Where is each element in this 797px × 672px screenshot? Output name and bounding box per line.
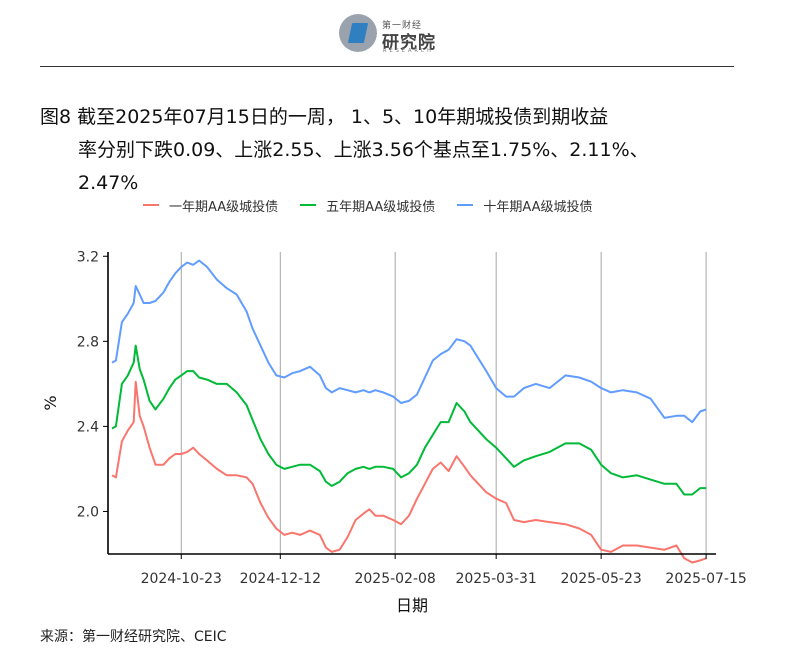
legend-item-10y: 十年期AA级城投债 xyxy=(457,196,592,215)
x-tick-label-3: 2025-03-31 xyxy=(455,571,536,587)
series-line-2 xyxy=(111,259,707,424)
y-tick-label-3: 3.2 xyxy=(77,249,99,265)
legend-swatch-10y xyxy=(457,204,474,206)
x-tick-label-4: 2025-05-23 xyxy=(560,571,641,587)
logo-emblem-icon xyxy=(339,14,377,52)
x-tick-label-5: 2025-07-15 xyxy=(665,571,746,587)
legend-swatch-1y xyxy=(143,204,159,206)
x-axis-title: 日期 xyxy=(396,596,428,615)
x-tick-label-2: 2025-02-08 xyxy=(354,571,435,587)
y-tick-label-1: 2.4 xyxy=(77,419,99,435)
x-tick-label-1: 2024-12-12 xyxy=(240,571,321,587)
x-tick-label-0: 2024-10-23 xyxy=(141,571,222,587)
chart-legend: 一年期AA级城投债 五年期AA级城投债 十年期AA级城投债 xyxy=(143,195,614,215)
legend-swatch-5y xyxy=(300,204,317,206)
series-line-0 xyxy=(111,380,707,564)
logo-english-text: RESEARCH xyxy=(383,48,434,54)
y-tick-label-2: 2.8 xyxy=(77,334,99,350)
legend-label-5y: 五年期AA级城投债 xyxy=(326,199,436,215)
legend-label-1y: 一年期AA级城投债 xyxy=(169,199,279,215)
legend-label-10y: 十年期AA级城投债 xyxy=(483,199,593,215)
y-tick-label-0: 2.0 xyxy=(77,504,99,520)
logo-big-text: 研究院 xyxy=(382,33,436,53)
source-note: 来源：第一财经研究院、CEIC xyxy=(40,629,227,645)
figure-title: 图8 截至2025年07月15日的一周， 1、5、10年期城投债到期收益 率分别… xyxy=(40,101,760,200)
title-line-2: 率分别下跌0.09、上涨2.55、上涨3.56个基点至1.75%、2.11%、 xyxy=(78,139,649,161)
series-line-1 xyxy=(111,344,707,496)
legend-item-5y: 五年期AA级城投债 xyxy=(300,196,435,215)
title-line-3: 2.47% xyxy=(78,172,139,194)
logo-small-text: 第一财经 xyxy=(382,21,423,31)
title-line-1: 图8 截至2025年07月15日的一周， 1、5、10年期城投债到期收益 xyxy=(40,106,609,128)
y-axis-title: % xyxy=(41,395,60,410)
legend-item-1y: 一年期AA级城投债 xyxy=(143,196,278,215)
header-rule xyxy=(40,66,734,67)
research-logo: 第一财经 研究院 RESEARCH xyxy=(339,10,449,54)
line-chart: 2.0 2.4 2.8 3.2 2024-10-23 2024-12-12 2025-02-… xyxy=(41,249,747,615)
